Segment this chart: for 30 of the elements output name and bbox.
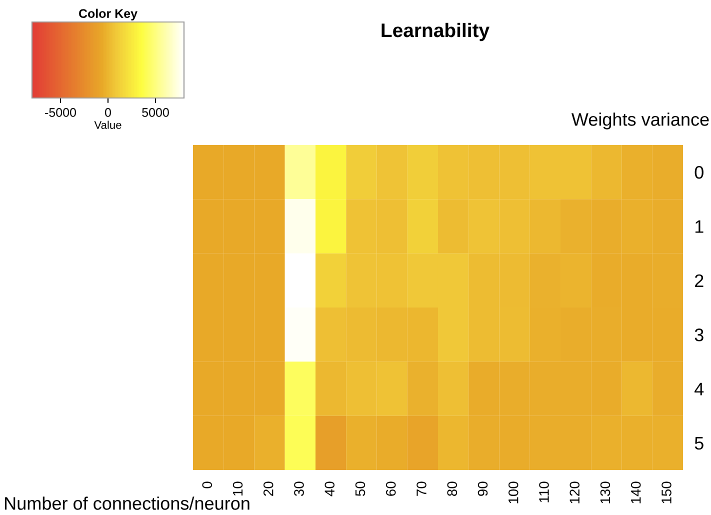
y-tick-label: 0: [694, 166, 704, 179]
x-tick-label: 110: [539, 482, 549, 502]
chart-title: Learnability: [382, 22, 490, 42]
y-tick-label: 5: [694, 437, 704, 450]
color-bar-label: -5000: [45, 108, 76, 117]
color-bar-label: 0: [105, 108, 111, 117]
x-tick-label: 90: [478, 482, 488, 496]
x-tick-label: 0: [202, 482, 212, 488]
legend-title: Color Key: [78, 8, 138, 20]
x-tick-label: 10: [232, 482, 243, 496]
x-tick-label: 70: [416, 482, 426, 496]
y-tick-label: 1: [695, 220, 704, 233]
color-bar-title: Value: [94, 120, 122, 129]
y-tick-label: 4: [694, 382, 704, 396]
x-tick-label: 120: [570, 482, 580, 504]
color-bar-label: 5000: [142, 108, 169, 117]
x-tick-label: 150: [662, 482, 672, 504]
x-tick-label: 50: [355, 482, 366, 496]
x-tick-label: 30: [294, 482, 304, 496]
x-tick-label: 40: [324, 482, 335, 496]
x-tick-label: 20: [263, 482, 274, 496]
y-tick-label: 2: [695, 274, 704, 287]
x-tick-label: 140: [630, 482, 641, 504]
x-tick-label: 60: [386, 482, 396, 496]
x-tick-label: 130: [600, 482, 610, 504]
y-axis-title: Weights variance: [571, 112, 709, 130]
x-axis-title: Number of connections/neuron: [5, 496, 250, 510]
x-tick-label: 100: [508, 482, 518, 504]
y-tick-label: 3: [694, 328, 704, 342]
x-tick-label: 80: [447, 482, 458, 496]
